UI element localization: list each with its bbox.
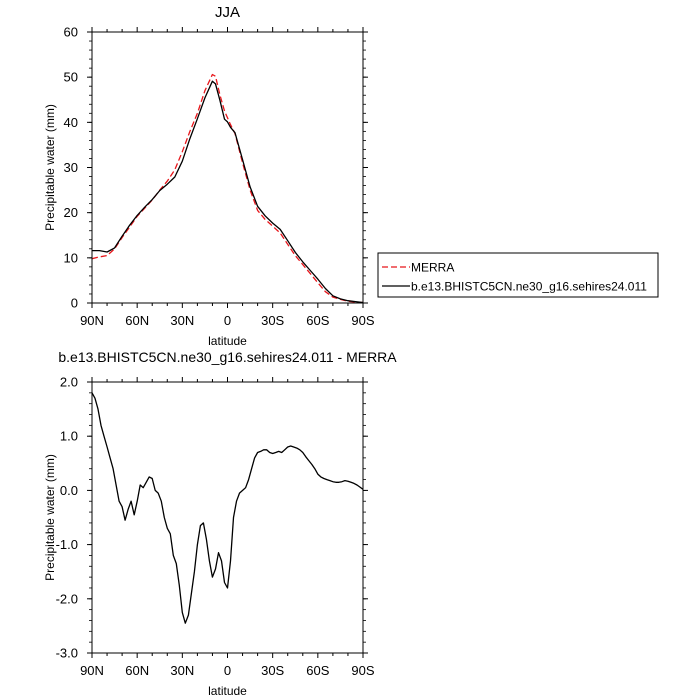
chart-title: b.e13.BHISTC5CN.ne30_g16.sehires24.011 -… xyxy=(58,349,397,365)
y-tick-label: 2.0 xyxy=(60,375,78,390)
y-axis-label: Precipitable water (mm) xyxy=(43,104,57,231)
legend-label-1: b.e13.BHISTC5CN.ne30_g16.sehires24.011 xyxy=(411,280,647,294)
x-tick-label: 60N xyxy=(125,313,149,328)
y-axis-label: Precipitable water (mm) xyxy=(43,454,57,581)
x-tick-label: 30N xyxy=(170,313,194,328)
x-tick-label: 90N xyxy=(80,663,104,678)
y-tick-label: 30 xyxy=(64,160,78,175)
plot-frame xyxy=(91,31,364,304)
y-tick-label: 0.0 xyxy=(60,483,78,498)
legend: MERRA b.e13.BHISTC5CN.ne30_g16.sehires24.… xyxy=(377,252,659,298)
x-tick-label: 90S xyxy=(351,663,374,678)
series-line-1 xyxy=(92,80,363,303)
series-line-0 xyxy=(92,392,363,624)
x-axis-label: latitude xyxy=(208,684,247,698)
y-tick-label: 40 xyxy=(64,115,78,130)
y-tick-label: 60 xyxy=(64,25,78,40)
x-axis-label: latitude xyxy=(208,334,247,348)
panel-top-chart: JJA 90N 60N 30N 0 30S 60S 90S 0 10 20 30 40 50 60 latit… xyxy=(43,4,375,348)
x-tick-label: 30S xyxy=(261,663,284,678)
y-tick-label: -1.0 xyxy=(56,537,78,552)
x-tick-label: 30N xyxy=(170,663,194,678)
x-tick-label: 90N xyxy=(80,313,104,328)
x-tick-label: 0 xyxy=(224,663,231,678)
x-tick-label: 60S xyxy=(306,663,329,678)
y-tick-label: 20 xyxy=(64,205,78,220)
x-tick-label: 60S xyxy=(306,313,329,328)
legend-box xyxy=(377,252,659,298)
legend-label-0: MERRA xyxy=(411,261,454,275)
y-tick-label: 10 xyxy=(64,250,78,265)
chart-title: JJA xyxy=(215,4,240,21)
y-tick-label: 50 xyxy=(64,70,78,85)
y-tick-label: 1.0 xyxy=(60,429,78,444)
y-tick-label: -2.0 xyxy=(56,591,78,606)
y-tick-label: 0 xyxy=(71,296,78,311)
x-tick-label: 30S xyxy=(261,313,284,328)
plot-frame xyxy=(91,381,364,654)
panel-difference-chart: b.e13.BHISTC5CN.ne30_g16.sehires24.011 -… xyxy=(43,349,397,698)
x-tick-label: 90S xyxy=(351,313,374,328)
series-line-0 xyxy=(92,73,363,303)
x-tick-label: 60N xyxy=(125,663,149,678)
y-tick-label: -3.0 xyxy=(56,646,78,661)
x-tick-label: 0 xyxy=(224,313,231,328)
